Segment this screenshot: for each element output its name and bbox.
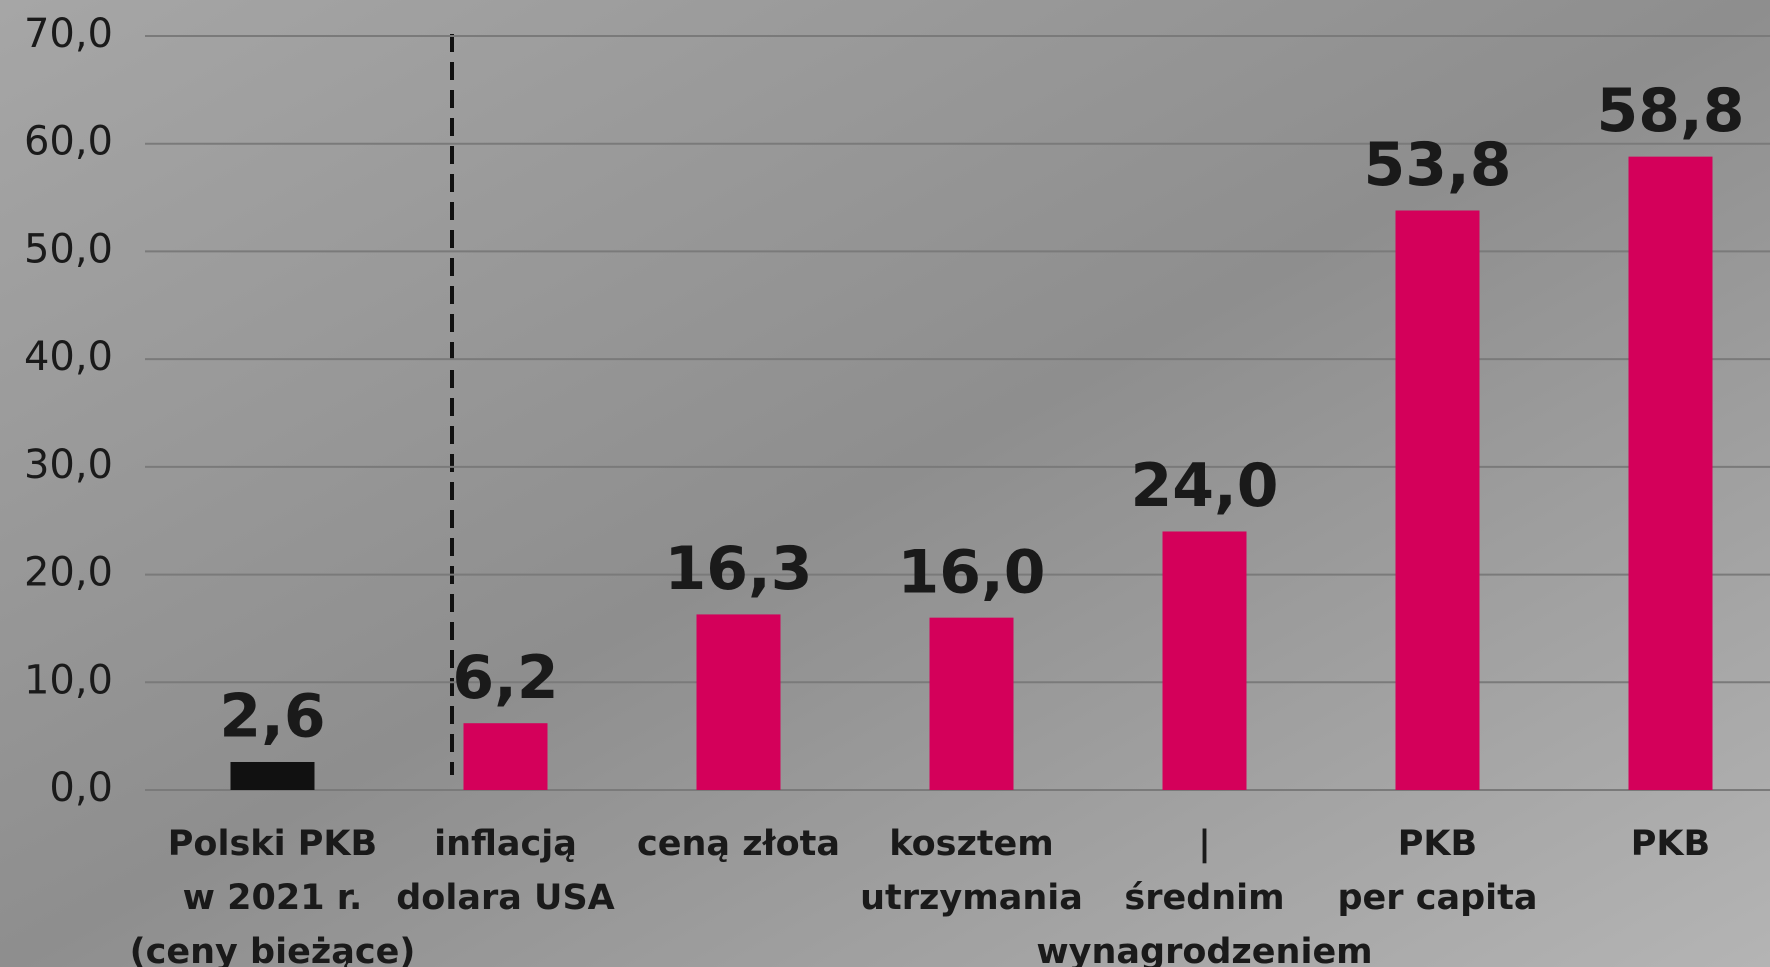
value-label: 24,0 [1130, 451, 1278, 521]
x-tick-label: kosztem [889, 824, 1054, 864]
bar [231, 762, 315, 790]
x-tick-label: PKB [1398, 824, 1477, 864]
chart: 0,0 10,0 20,0 30,0 40,0 50,0 60,0 70,0 2,6 Polski… [0, 0, 1770, 967]
y-tick-label: 70,0 [24, 11, 113, 57]
x-tick-label: Polski PKB [168, 824, 377, 864]
x-tick-label: średnim [1124, 878, 1284, 918]
value-label: 2,6 [219, 682, 325, 752]
value-label: 6,2 [452, 643, 558, 713]
y-tick-label: 40,0 [24, 334, 113, 380]
x-tick-label: dolara USA [396, 878, 615, 918]
x-tick-label: PKB [1631, 824, 1710, 864]
bar [1163, 531, 1247, 790]
value-label: 58,8 [1596, 76, 1744, 146]
x-tick-label: utrzymania [860, 878, 1083, 918]
bar [1629, 157, 1713, 790]
value-label: 16,3 [664, 534, 812, 604]
x-tick-label: (ceny bieżące) [130, 932, 416, 967]
value-label: 53,8 [1363, 130, 1511, 200]
page: 0,0 10,0 20,0 30,0 40,0 50,0 60,0 70,0 2,6 Polski… [0, 0, 1770, 967]
bar [697, 614, 781, 790]
bar [930, 618, 1014, 790]
y-tick-label: 0,0 [49, 765, 113, 811]
x-tick-label: per capita [1337, 878, 1537, 918]
x-tick-label: | [1198, 824, 1211, 864]
y-tick-label: 30,0 [24, 442, 113, 488]
x-tick-label: ceną złota [637, 824, 840, 864]
value-label: 16,0 [897, 537, 1045, 607]
y-tick-label: 10,0 [24, 657, 113, 703]
x-tick-label: w 2021 r. [183, 878, 363, 918]
bar [1396, 210, 1480, 790]
y-tick-label: 20,0 [24, 550, 113, 596]
x-tick-label: wynagrodzeniem [1036, 932, 1372, 967]
y-tick-label: 60,0 [24, 119, 113, 165]
y-tick-label: 50,0 [24, 226, 113, 272]
bar [464, 723, 548, 790]
x-tick-label: inflacją [434, 824, 577, 864]
